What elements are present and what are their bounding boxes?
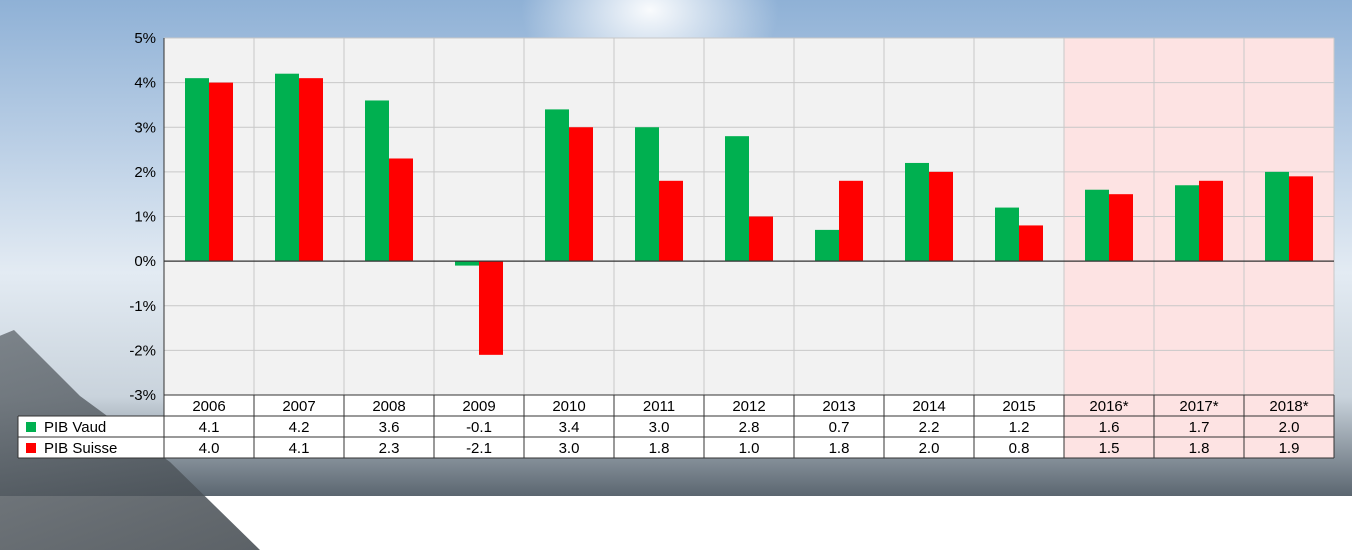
data-label: 0.7 — [829, 419, 850, 436]
category-label: 2018* — [1269, 398, 1308, 415]
data-label: 3.4 — [559, 419, 580, 436]
category-label: 2011 — [643, 398, 675, 415]
y-axis: -3% -2% -1% 0% 1% 2% 3% 4% 5% — [129, 30, 156, 404]
data-label: 1.5 — [1099, 440, 1120, 457]
bar-suisse — [929, 171, 953, 262]
y-tick-label: -2% — [129, 342, 156, 359]
category-label: 2014 — [912, 398, 945, 415]
bar-suisse — [479, 261, 503, 355]
bar-vaud — [635, 127, 659, 262]
category-label: 2017* — [1179, 398, 1218, 415]
forecast-cell-bg — [1064, 395, 1154, 458]
bar-vaud — [815, 229, 839, 262]
bar-suisse — [1199, 180, 1223, 262]
data-table: 2006 4.1 4.0 2007 4.2 4.1 2008 3.6 2.3 2009 -0.1 -2… — [17, 394, 1335, 459]
bars — [163, 38, 1334, 395]
legend-label: PIB Suisse — [44, 440, 117, 457]
data-label: 1.6 — [1099, 419, 1120, 436]
data-label: 2.0 — [919, 440, 940, 457]
category-label: 2006 — [192, 398, 225, 415]
category-label: 2013 — [822, 398, 855, 415]
data-label: -0.1 — [466, 419, 492, 436]
bar-suisse — [839, 180, 863, 262]
bar-suisse — [1289, 176, 1313, 262]
bar-suisse — [209, 82, 233, 262]
data-label: 1.8 — [829, 440, 850, 457]
bar-vaud — [545, 109, 569, 262]
forecast-cell-bg — [1244, 395, 1334, 458]
bar-vaud — [455, 261, 479, 266]
y-tick-label: -3% — [129, 387, 156, 404]
bar-suisse — [389, 158, 413, 262]
bar-vaud — [1175, 185, 1199, 262]
data-label: 2.0 — [1279, 419, 1300, 436]
data-label: -2.1 — [466, 440, 492, 457]
legend-swatch — [26, 443, 36, 453]
category-label: 2012 — [732, 398, 765, 415]
bar-vaud — [185, 78, 209, 262]
y-tick-label: 3% — [134, 119, 156, 136]
gdp-bar-chart: -3% -2% -1% 0% 1% 2% 3% 4% 5% 2006 4.1 4.0 2007 4.2 4… — [17, 30, 1335, 459]
bar-suisse — [659, 180, 683, 262]
category-label: 2015 — [1002, 398, 1035, 415]
data-label: 4.1 — [199, 419, 220, 436]
y-tick-label: 1% — [134, 209, 156, 226]
bar-suisse — [1109, 194, 1133, 262]
data-label: 4.2 — [289, 419, 310, 436]
data-label: 0.8 — [1009, 440, 1030, 457]
data-label: 1.9 — [1279, 440, 1300, 457]
bar-vaud — [275, 73, 299, 262]
data-label: 1.2 — [1009, 419, 1030, 436]
data-label: 3.6 — [379, 419, 400, 436]
data-label: 1.8 — [1189, 440, 1210, 457]
y-tick-label: 5% — [134, 30, 156, 47]
category-label: 2007 — [282, 398, 315, 415]
bar-vaud — [995, 207, 1019, 262]
bar-vaud — [1265, 171, 1289, 262]
bar-suisse — [569, 127, 593, 262]
data-label: 4.1 — [289, 440, 310, 457]
bar-suisse — [749, 216, 773, 262]
category-label: 2010 — [552, 398, 585, 415]
data-label: 2.3 — [379, 440, 400, 457]
y-tick-label: 2% — [134, 164, 156, 181]
category-label: 2009 — [462, 398, 495, 415]
legend-label: PIB Vaud — [44, 419, 106, 436]
category-label: 2016* — [1089, 398, 1128, 415]
data-label: 1.0 — [739, 440, 760, 457]
category-label: 2008 — [372, 398, 405, 415]
data-label: 4.0 — [199, 440, 220, 457]
forecast-cell-bg — [1154, 395, 1244, 458]
data-label: 1.8 — [649, 440, 670, 457]
bar-vaud — [905, 162, 929, 262]
bar-suisse — [299, 78, 323, 262]
bar-vaud — [725, 136, 749, 262]
bar-vaud — [1085, 189, 1109, 262]
data-label: 2.2 — [919, 419, 940, 436]
bar-suisse — [1019, 225, 1043, 262]
table-header-bg — [164, 395, 1334, 416]
y-tick-label: 0% — [134, 253, 156, 270]
data-label: 2.8 — [739, 419, 760, 436]
data-label: 3.0 — [649, 419, 670, 436]
y-tick-label: 4% — [134, 75, 156, 92]
legend-swatch — [26, 422, 36, 432]
y-tick-label: -1% — [129, 298, 156, 315]
data-label: 3.0 — [559, 440, 580, 457]
bar-vaud — [365, 100, 389, 262]
data-label: 1.7 — [1189, 419, 1210, 436]
